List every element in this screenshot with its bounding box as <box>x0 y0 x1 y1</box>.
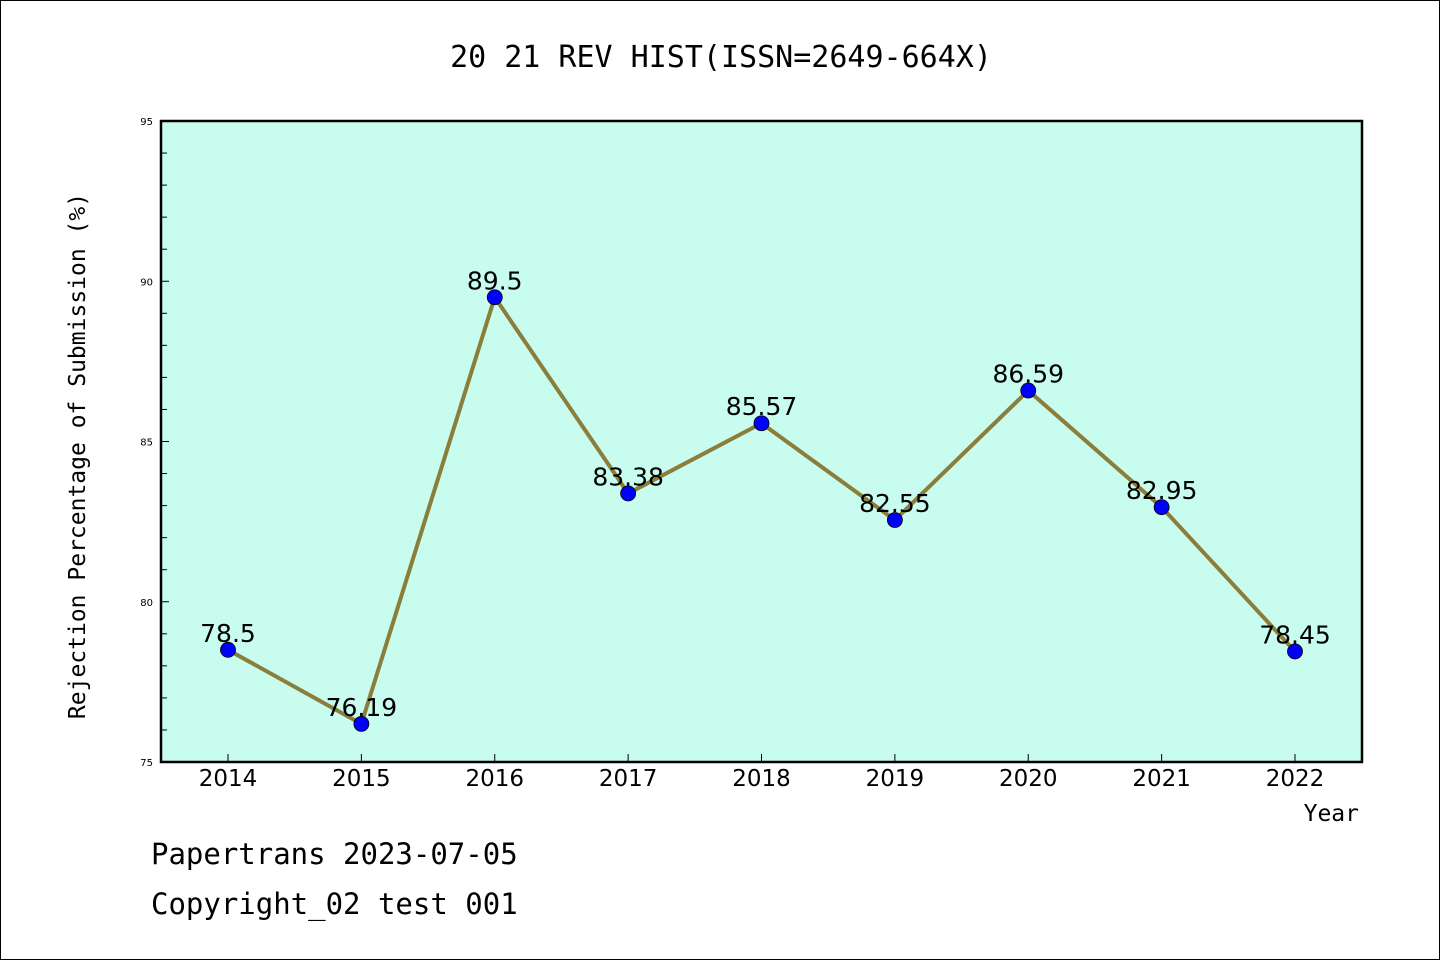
y-axis-label: Rejection Percentage of Submission (%) <box>65 193 91 719</box>
x-tick-label: 2016 <box>465 766 524 792</box>
chart-title: 20 21 REV HIST(ISSN=2649-664X) <box>450 40 992 75</box>
data-point-marker <box>620 485 637 502</box>
y-tick-label: 80 <box>140 598 153 609</box>
y-tick-label: 85 <box>140 438 153 449</box>
data-point-marker <box>486 289 503 306</box>
x-tick-label: 2014 <box>199 766 258 792</box>
x-tick-label: 2017 <box>599 766 658 792</box>
data-point-marker <box>220 641 236 658</box>
data-label: 82.55 <box>859 489 931 518</box>
data-label: 85.57 <box>726 392 798 421</box>
data-point-marker <box>1287 643 1303 660</box>
x-tick-label: 2020 <box>999 766 1058 792</box>
data-point-marker <box>1020 382 1037 399</box>
x-axis-label: Year <box>1304 801 1359 827</box>
data-label: 89.5 <box>467 266 523 295</box>
y-tick-label: 90 <box>140 277 153 288</box>
data-label: 86.59 <box>992 360 1064 389</box>
data-series: 78.5 76.19 89.5 83.38 85.57 82.55 86.59 82.95 78… <box>200 266 1331 732</box>
x-tick-label: 2018 <box>732 766 791 792</box>
y-tick-label: 95 <box>140 117 153 128</box>
x-tick-label: 2015 <box>332 766 391 792</box>
plot-area <box>159 119 1364 764</box>
x-tick-label: 2019 <box>866 766 925 792</box>
data-label: 78.45 <box>1259 620 1331 649</box>
data-point-marker <box>353 715 370 732</box>
footer-line-2: Copyright_02 test 001 <box>151 887 518 922</box>
data-label: 83.38 <box>592 462 664 491</box>
y-tick-label: 75 <box>140 758 153 769</box>
data-label: 82.95 <box>1126 476 1198 505</box>
footer-line-1: Papertrans 2023-07-05 <box>151 837 518 871</box>
x-tick-label: 2022 <box>1266 766 1325 792</box>
data-label: 78.5 <box>200 619 256 648</box>
data-point-marker <box>753 415 770 432</box>
data-point-marker <box>886 512 903 528</box>
x-axis: 2014 2015 2016 2017 2018 2019 2020 2021 2022 <box>199 754 1325 792</box>
y-axis: 75 80 85 90 95 <box>140 117 169 769</box>
data-label: 76.19 <box>326 693 398 722</box>
data-point-marker <box>1153 499 1170 516</box>
x-tick-label: 2021 <box>1132 766 1191 792</box>
